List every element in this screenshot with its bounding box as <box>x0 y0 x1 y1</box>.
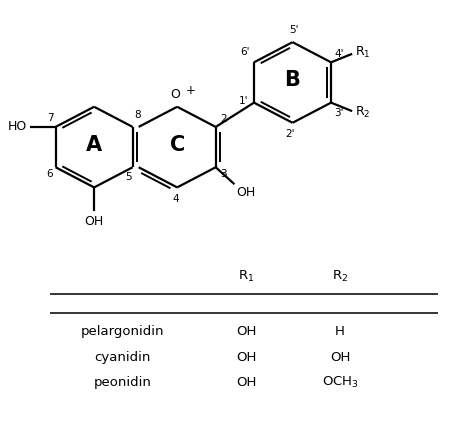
Text: 3: 3 <box>220 169 227 179</box>
Text: A: A <box>86 135 102 155</box>
Text: R$_2$: R$_2$ <box>356 105 371 120</box>
Text: peonidin: peonidin <box>93 376 151 389</box>
Text: OH: OH <box>236 325 256 338</box>
Text: +: + <box>186 84 195 98</box>
Text: H: H <box>335 325 345 338</box>
Text: HO: HO <box>8 120 27 133</box>
Text: 5': 5' <box>289 25 299 35</box>
Text: OH: OH <box>330 351 350 364</box>
Text: 2': 2' <box>285 129 295 139</box>
Text: R$_1$: R$_1$ <box>238 269 255 284</box>
Text: 8: 8 <box>134 110 141 120</box>
Text: OH: OH <box>236 186 255 200</box>
Text: R$_1$: R$_1$ <box>356 45 371 60</box>
Text: C: C <box>170 135 185 155</box>
Text: B: B <box>284 71 301 90</box>
Text: O: O <box>170 88 180 101</box>
Text: OH: OH <box>236 351 256 364</box>
Text: OH: OH <box>236 376 256 389</box>
Text: 6': 6' <box>241 47 250 57</box>
Text: OH: OH <box>84 215 104 228</box>
Text: 5: 5 <box>125 172 132 182</box>
Text: OCH$_3$: OCH$_3$ <box>322 375 358 390</box>
Text: 4': 4' <box>334 49 344 58</box>
Text: cyanidin: cyanidin <box>94 351 150 364</box>
Text: 2: 2 <box>220 114 227 123</box>
Text: R$_2$: R$_2$ <box>332 269 348 284</box>
Text: 1': 1' <box>239 95 248 105</box>
Text: 4: 4 <box>173 194 180 204</box>
Text: pelargonidin: pelargonidin <box>81 325 164 338</box>
Text: 6: 6 <box>46 169 53 179</box>
Text: 3': 3' <box>334 108 344 118</box>
Text: 7: 7 <box>46 113 53 123</box>
